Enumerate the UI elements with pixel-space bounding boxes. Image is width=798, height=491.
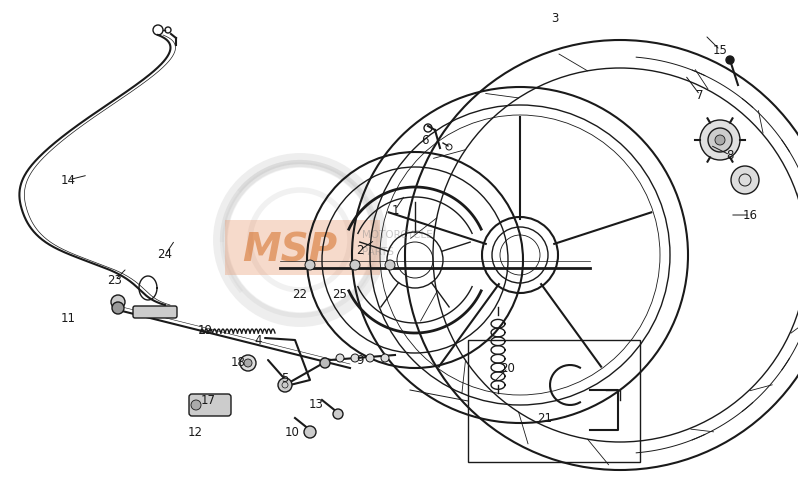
- Text: 23: 23: [108, 273, 122, 287]
- Circle shape: [385, 260, 395, 270]
- Text: 20: 20: [500, 361, 516, 375]
- Text: 13: 13: [309, 399, 323, 411]
- FancyBboxPatch shape: [133, 306, 177, 318]
- Text: 10: 10: [285, 426, 299, 438]
- Circle shape: [112, 302, 124, 314]
- Circle shape: [278, 378, 292, 392]
- Text: MOTORCYCLE: MOTORCYCLE: [362, 230, 433, 240]
- Circle shape: [191, 400, 201, 410]
- Text: 5: 5: [282, 372, 289, 384]
- Text: 9: 9: [356, 354, 364, 366]
- Text: 8: 8: [726, 148, 733, 162]
- Text: 25: 25: [333, 289, 347, 301]
- Text: 19: 19: [197, 324, 212, 336]
- Text: 15: 15: [713, 44, 728, 56]
- Circle shape: [240, 355, 256, 371]
- Text: 1: 1: [391, 203, 399, 217]
- Circle shape: [320, 358, 330, 368]
- Circle shape: [726, 56, 734, 64]
- Text: 24: 24: [157, 248, 172, 262]
- Circle shape: [381, 354, 389, 362]
- Text: 6: 6: [421, 134, 429, 146]
- Text: PARTS: PARTS: [362, 247, 394, 257]
- Text: MSP: MSP: [243, 231, 338, 269]
- Circle shape: [336, 354, 344, 362]
- Circle shape: [715, 135, 725, 145]
- Text: 21: 21: [538, 411, 552, 425]
- Circle shape: [731, 166, 759, 194]
- Circle shape: [708, 128, 732, 152]
- Text: 11: 11: [61, 311, 76, 325]
- FancyBboxPatch shape: [225, 220, 380, 275]
- Circle shape: [351, 354, 359, 362]
- Text: 2: 2: [356, 244, 364, 256]
- Text: 14: 14: [61, 173, 76, 187]
- Circle shape: [305, 260, 315, 270]
- Circle shape: [111, 295, 125, 309]
- Circle shape: [304, 426, 316, 438]
- Text: 4: 4: [255, 333, 262, 347]
- Text: 22: 22: [293, 289, 307, 301]
- Circle shape: [333, 409, 343, 419]
- Text: 18: 18: [231, 355, 246, 369]
- Text: 7: 7: [696, 88, 704, 102]
- Circle shape: [244, 359, 252, 367]
- Circle shape: [350, 260, 360, 270]
- Text: 17: 17: [200, 393, 215, 407]
- Text: 16: 16: [742, 209, 757, 221]
- FancyBboxPatch shape: [189, 394, 231, 416]
- Text: 3: 3: [551, 11, 559, 25]
- Circle shape: [700, 120, 740, 160]
- Circle shape: [366, 354, 374, 362]
- Text: 12: 12: [188, 426, 203, 438]
